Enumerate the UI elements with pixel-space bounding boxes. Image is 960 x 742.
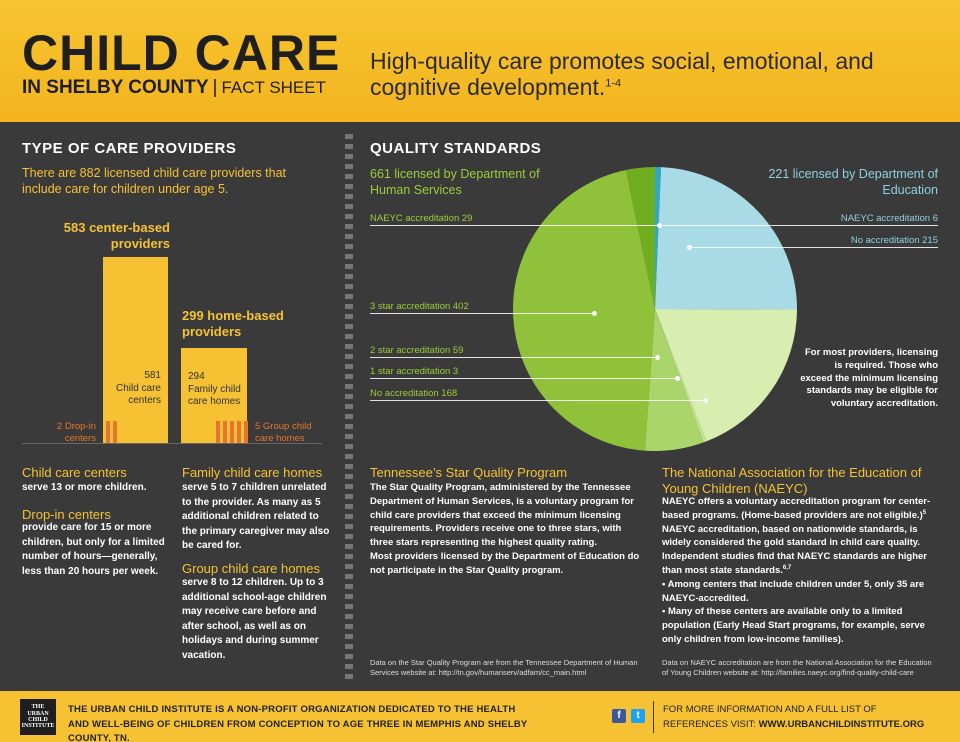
pie-slice-dhs-1star (655, 309, 707, 443)
label-dhs-1star: 1 star accreditation 3 (370, 366, 459, 377)
naeyc-text: NAEYC offers a voluntary accreditation p… (662, 496, 931, 645)
leader-dot (675, 376, 680, 381)
page-title: CHILD CARE (22, 25, 341, 81)
def-dropin-text: provide care for 15 or more children, bu… (22, 522, 165, 577)
page-subtitle: IN SHELBY COUNTY | FACT SHEET (22, 77, 326, 98)
tagline: High-quality care promotes social, emoti… (370, 48, 874, 101)
leader-dhs-3star (370, 313, 595, 314)
leader-dot (592, 311, 597, 316)
pie-slice-doe-naeyc (655, 167, 662, 309)
leader-dot (703, 398, 708, 403)
label-dhs-2star: 2 star accreditation 59 (370, 345, 464, 356)
quality-section-title: QUALITY STANDARDS (370, 140, 542, 157)
home-count-label: 294 Family child care homes (188, 371, 241, 407)
star-program-title: Tennessee’s Star Quality Program (370, 465, 568, 480)
urban-child-institute-logo: THE URBAN CHILD INSTITUTE (20, 699, 56, 735)
dropin-label: 2 Drop-in centers (56, 421, 96, 444)
label-dhs-3star: 3 star accreditation 402 (370, 301, 469, 312)
leader-dot (657, 223, 662, 228)
footer-divider (653, 701, 654, 733)
header-banner: CHILD CARE IN SHELBY COUNTY | FACT SHEET H… (0, 0, 960, 122)
fact-sheet-label: FACT SHEET (221, 78, 326, 97)
label-doe-naeyc: NAEYC accreditation 6 (840, 213, 938, 224)
dhs-heading: 661 licensed by Department of Human Serv… (370, 167, 540, 197)
bar-baseline (22, 443, 322, 444)
leader-dhs-1star (370, 378, 678, 379)
def-dropin-title: Drop-in centers (22, 507, 111, 522)
dropin-stripes (106, 421, 117, 443)
naeyc-title: The National Association for the Educati… (662, 465, 922, 496)
leader-dhs-naeyc (370, 225, 659, 226)
center-based-bar (103, 257, 168, 443)
group-stripes (216, 421, 248, 443)
pie-slice-dhs-3star (513, 170, 655, 451)
def-fcc-text: serve 5 to 7 children unrelated to the p… (182, 482, 330, 551)
leader-doe-none (690, 247, 938, 248)
footer: THE URBAN CHILD INSTITUTE THE URBAN CHIL… (0, 691, 960, 742)
licensing-note: For most providers, licensing is require… (800, 347, 938, 410)
providers-intro: There are 882 licensed child care provid… (22, 166, 287, 197)
def-gcc-text: serve 8 to 12 children. Up to 3 addition… (182, 577, 327, 661)
label-dhs-none: No accreditation 168 (370, 388, 458, 399)
def-ccc-text: serve 13 or more children. (22, 482, 147, 493)
column-divider (345, 134, 353, 684)
star-program-source: Data on the Star Quality Program are fro… (370, 658, 638, 678)
quality-pie-chart (513, 167, 797, 451)
leader-dhs-2star (370, 357, 658, 358)
label-doe-none: No accreditation 215 (850, 235, 938, 246)
leader-dhs-none (370, 400, 706, 401)
naeyc-source: Data on NAEYC accreditation are from the… (662, 658, 932, 678)
def-fcc-title: Family child care homes (182, 465, 323, 480)
twitter-icon[interactable]: t (631, 709, 645, 723)
star-program-text: The Star Quality Program, administered b… (370, 482, 640, 576)
providers-section-title: TYPE OF CARE PROVIDERS (22, 140, 237, 157)
leader-dot (655, 355, 660, 360)
def-ccc-title: Child care centers (22, 465, 127, 480)
leader-dot (687, 245, 692, 250)
doe-heading: 221 licensed by Department of Education (768, 167, 938, 197)
pie-slice-dhs-naeyc (625, 167, 655, 309)
home-based-bar (181, 347, 247, 443)
facebook-icon[interactable]: f (612, 709, 626, 723)
center-count-label: 581 Child care centers (115, 370, 161, 406)
group-label: 5 Group child care homes (255, 421, 312, 444)
leader-doe-naeyc (662, 225, 938, 226)
footer-mission: THE URBAN CHILD INSTITUTE IS A NON-PROFI… (68, 704, 528, 742)
pie-slice-dhs-none (655, 309, 797, 442)
footer-info: FOR MORE INFORMATION AND A FULL LIST OF … (663, 704, 925, 730)
center-based-heading: 583 center-based providers (63, 220, 170, 251)
home-based-heading: 299 home-based providers (182, 308, 284, 339)
pie-slice-doe-none (655, 167, 797, 310)
label-dhs-naeyc: NAEYC accreditation 29 (370, 213, 473, 224)
pie-slice-dhs-2star (644, 309, 704, 451)
website-link[interactable]: WWW.URBANCHILDINSTITUTE.ORG (758, 718, 925, 730)
def-gcc-title: Group child care homes (182, 561, 321, 576)
